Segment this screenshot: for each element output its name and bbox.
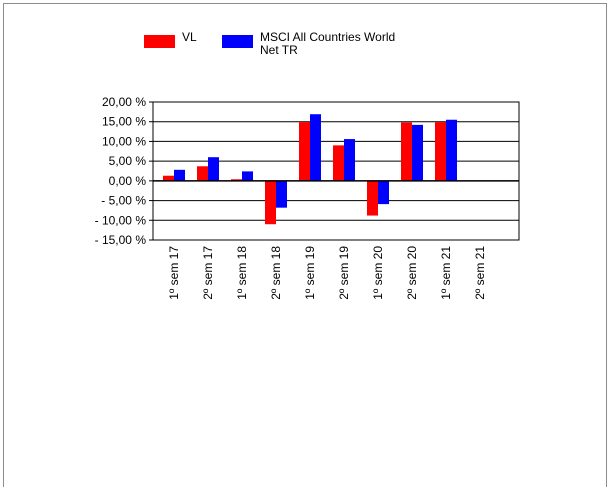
bar-msci <box>446 119 457 181</box>
legend-swatch-vl <box>144 35 175 48</box>
x-tick-label: 2º sem 18 <box>269 246 283 300</box>
y-tick-label: 5,00 % <box>109 154 147 168</box>
x-tick-label: 1º sem 21 <box>439 246 453 300</box>
bar-msci <box>412 124 423 181</box>
bar-msci <box>242 171 253 181</box>
x-tick-label: 1º sem 17 <box>167 246 181 300</box>
y-tick-label: - 10,00 % <box>95 213 147 227</box>
bar-vl <box>299 122 310 181</box>
chart-frame <box>3 3 607 487</box>
bar-vl <box>197 166 208 181</box>
y-tick-label: - 15,00 % <box>95 233 147 247</box>
bar-msci <box>310 114 321 181</box>
bar-msci <box>344 139 355 181</box>
bar-msci <box>378 180 389 205</box>
y-tick-label: 15,00 % <box>102 115 146 129</box>
legend-item-vl: VL <box>144 31 197 48</box>
x-tick-label: 2º sem 19 <box>337 246 351 300</box>
x-tick-label: 1º sem 20 <box>371 246 385 300</box>
plot-area-border <box>152 101 520 241</box>
x-tick-label: 2º sem 20 <box>405 246 419 300</box>
bar-vl <box>435 122 446 181</box>
x-tick-label: 2º sem 17 <box>201 246 215 300</box>
y-tick-label: - 5,00 % <box>101 194 146 208</box>
y-tick-label: 20,00 % <box>102 95 146 109</box>
y-tick-label: 0,00 % <box>109 174 147 188</box>
legend-item-msci: MSCI All Countries World Net TR <box>222 31 460 57</box>
bar-vl <box>265 180 276 225</box>
bar-msci <box>174 169 185 181</box>
bar-msci <box>208 157 219 181</box>
legend-label-msci-line2: Net TR <box>260 43 298 57</box>
legend-swatch-msci <box>222 35 253 48</box>
x-tick-label: 1º sem 18 <box>235 246 249 300</box>
legend-label-msci: MSCI All Countries World Net TR <box>260 31 460 57</box>
legend-label-vl: VL <box>182 30 197 44</box>
bar-vl <box>333 145 344 181</box>
y-tick-label: 10,00 % <box>102 134 146 148</box>
x-tick-label: 2º sem 21 <box>473 246 487 300</box>
bar-msci <box>276 180 287 208</box>
legend-label-msci-line1: MSCI All Countries World <box>260 30 396 44</box>
x-tick-label: 1º sem 19 <box>303 246 317 300</box>
bar-vl <box>163 175 174 181</box>
bar-vl <box>231 179 242 181</box>
bar-vl <box>367 180 378 216</box>
bar-vl <box>401 122 412 181</box>
